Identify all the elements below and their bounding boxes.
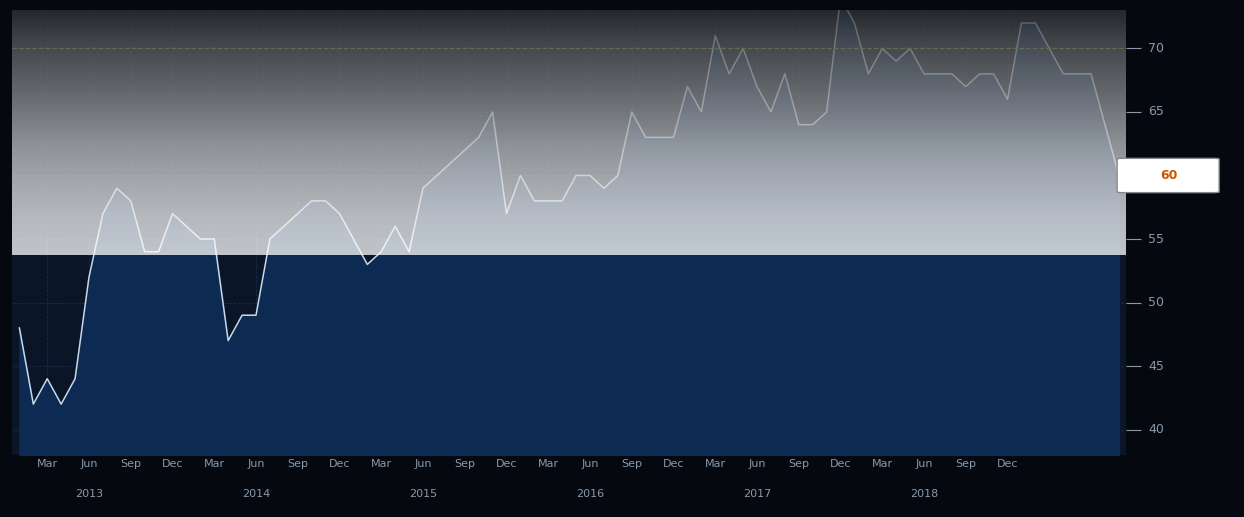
Text: 70: 70 — [1148, 42, 1164, 55]
Text: 45: 45 — [1148, 359, 1164, 373]
Text: 2015: 2015 — [409, 489, 437, 498]
Text: 2018: 2018 — [909, 489, 938, 498]
Text: 60: 60 — [1161, 169, 1178, 182]
Text: 60: 60 — [1148, 169, 1164, 182]
Text: 65: 65 — [1148, 105, 1164, 118]
Text: 55: 55 — [1148, 233, 1164, 246]
FancyBboxPatch shape — [1117, 158, 1219, 193]
Text: 2017: 2017 — [743, 489, 771, 498]
Text: 2014: 2014 — [241, 489, 270, 498]
Text: 40: 40 — [1148, 423, 1164, 436]
Text: 2016: 2016 — [576, 489, 605, 498]
Text: 50: 50 — [1148, 296, 1164, 309]
Text: 2013: 2013 — [75, 489, 103, 498]
